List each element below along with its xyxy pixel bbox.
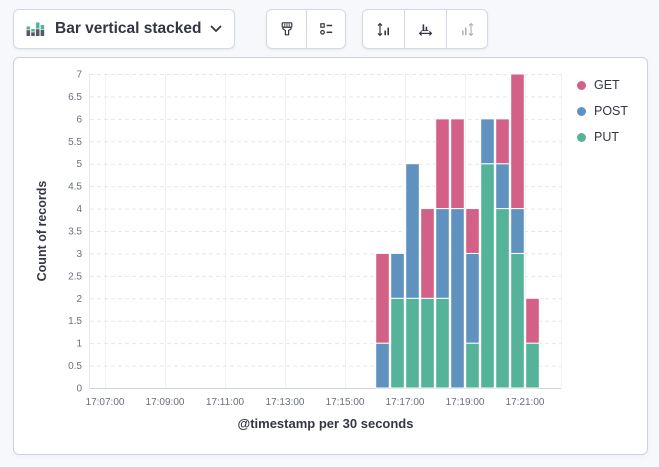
x-tick-label: 17:13:00: [266, 397, 305, 408]
left-axis-icon: [375, 21, 392, 38]
legend-label: PUT: [594, 130, 619, 144]
bar-segment-put[interactable]: [525, 342, 540, 389]
bar-segment-put[interactable]: [510, 252, 525, 389]
lens-toolbar: Bar vertical stacked: [0, 0, 659, 57]
y-tick-label: 2: [76, 294, 82, 305]
bar-segment-get[interactable]: [450, 118, 465, 210]
y-tick-label: 4: [76, 204, 82, 215]
bar-segment-get[interactable]: [435, 118, 450, 210]
y-tick-label: 6.5: [68, 92, 82, 103]
x-tick-label: 17:15:00: [326, 397, 365, 408]
y-tick-label: 7: [76, 70, 82, 81]
bar-segment-put[interactable]: [495, 208, 510, 389]
y-tick-label: 4.5: [68, 182, 82, 193]
bar-segment-get[interactable]: [420, 208, 435, 299]
bar-segment-get[interactable]: [465, 208, 480, 254]
y-tick-label: 3: [76, 249, 82, 260]
legend-item-post[interactable]: POST: [577, 104, 628, 118]
x-tick-label: 17:07:00: [86, 397, 125, 408]
y-tick-label: 5.5: [68, 137, 82, 148]
legend-list-icon: [318, 21, 334, 37]
x-tick-label: 17:19:00: [446, 397, 485, 408]
bar-segment-post[interactable]: [465, 252, 480, 344]
bar-segment-post[interactable]: [480, 118, 495, 165]
bar-segment-post[interactable]: [510, 208, 525, 254]
bottom-axis-icon: [417, 21, 434, 38]
y-tick-label: 0: [76, 384, 82, 395]
legend-item-get[interactable]: GET: [577, 78, 628, 92]
bar-segment-post[interactable]: [375, 342, 390, 389]
paintbrush-icon: [279, 21, 295, 37]
chart-panel: Count of records 0 0.5 1 1.5 2 2.5 3 3.5 4 4.5 5 5.…: [13, 57, 648, 455]
x-tick-label: 17:09:00: [146, 397, 185, 408]
bar-segment-get[interactable]: [375, 252, 390, 344]
visual-options-button[interactable]: [266, 9, 306, 49]
chart-legend: GET POST PUT: [577, 78, 628, 144]
bar-segment-get[interactable]: [495, 118, 510, 165]
bar-segment-put[interactable]: [390, 297, 405, 389]
y-tick-label: 3.5: [68, 227, 82, 238]
x-tick-label: 17:17:00: [386, 397, 425, 408]
bar-segment-post[interactable]: [495, 163, 510, 210]
axes-button-group: [362, 9, 488, 49]
y-tick-label: 2.5: [68, 271, 82, 282]
legend-item-put[interactable]: PUT: [577, 130, 628, 144]
bar-segment-put[interactable]: [435, 297, 450, 389]
legend-label: POST: [594, 104, 629, 118]
bar-segment-get[interactable]: [525, 297, 540, 344]
bottom-axis-button[interactable]: [404, 9, 446, 49]
y-tick-label: 1.5: [68, 316, 82, 327]
chart-type-dropdown[interactable]: Bar vertical stacked: [13, 9, 236, 49]
chart-type-label: Bar vertical stacked: [55, 20, 202, 37]
right-axis-button: [446, 9, 488, 49]
right-axis-icon: [459, 21, 476, 38]
y-tick-label: 5: [76, 159, 82, 170]
x-tick-label: 17:21:00: [506, 397, 545, 408]
bar-segment-post[interactable]: [450, 208, 465, 389]
legend-settings-button[interactable]: [306, 9, 346, 49]
bar-segment-get[interactable]: [510, 73, 525, 210]
x-tick-label: 17:11:00: [206, 397, 245, 408]
legend-color-dot: [577, 80, 586, 90]
chevron-down-icon: [210, 25, 222, 33]
stacked-bar-chart-icon: [26, 19, 46, 39]
bar-segment-post[interactable]: [435, 208, 450, 299]
bar-segment-post[interactable]: [405, 163, 420, 299]
bar-segment-put[interactable]: [420, 297, 435, 389]
y-tick-label: 1: [76, 339, 82, 350]
y-tick-label: 0.5: [68, 361, 82, 372]
bar-segment-put[interactable]: [405, 297, 420, 389]
stacked-bar-chart[interactable]: 0 0.5 1 1.5 2 2.5 3 3.5 4 4.5 5 5.5 6 6.5 7 17:07:00 17:…: [14, 58, 649, 456]
bar-segment-put[interactable]: [465, 342, 480, 389]
bar-segment-put[interactable]: [480, 163, 495, 389]
bar-segment-post[interactable]: [390, 252, 405, 299]
y-tick-label: 6: [76, 114, 82, 125]
left-axis-button[interactable]: [362, 9, 404, 49]
legend-color-dot: [577, 132, 586, 142]
style-button-group: [266, 9, 346, 49]
legend-label: GET: [594, 78, 620, 92]
legend-color-dot: [577, 106, 586, 116]
x-axis-title: @timestamp per 30 seconds: [237, 416, 414, 431]
